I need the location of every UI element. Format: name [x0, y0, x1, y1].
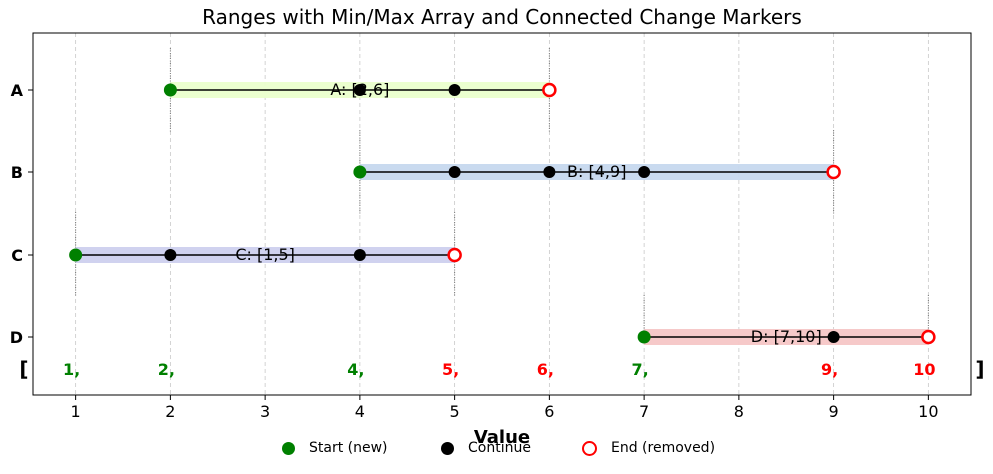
continue-point [638, 166, 651, 178]
array-item: 6, [537, 360, 554, 379]
end-point [447, 247, 462, 263]
continue-point [353, 249, 366, 261]
range-a: A: [2,6] [163, 80, 557, 99]
start-point [69, 248, 83, 262]
continue-point [353, 84, 366, 96]
x-tick-label: 3 [260, 402, 270, 421]
continue-point [448, 84, 461, 96]
end-point [542, 82, 557, 98]
start-point [353, 165, 367, 179]
continue-marker-icon [441, 441, 454, 455]
y-tick-label: B [11, 163, 23, 182]
legend-item-start: Start (new) [282, 440, 388, 456]
range-d: D: [7,10] [637, 327, 936, 346]
array-item: 5, [442, 360, 459, 379]
x-tick-label: 8 [734, 402, 744, 421]
plot-frame [32, 32, 972, 396]
array-item: 1, [63, 360, 80, 379]
legend-label-continue: Continue [468, 440, 531, 456]
range-layer: A: [2,6] B: [4,9] C: [1,5] D: [7,10] [69, 80, 936, 346]
x-tick-label: 9 [829, 402, 839, 421]
min-max-array: [] 1, 2, 4, 5, 6, 7, 9, 10 [19, 357, 984, 381]
legend-item-end: End (removed) [582, 440, 715, 456]
array-item: 2, [158, 360, 175, 379]
end-point [921, 329, 936, 345]
x-axis-label: Value [474, 427, 530, 448]
array-close-bracket: ] [975, 357, 984, 381]
start-marker-icon [282, 441, 295, 455]
y-tick-label: D [10, 328, 23, 347]
start-point [163, 83, 177, 97]
array-open-bracket: [ [19, 357, 28, 381]
end-marker-icon [582, 440, 597, 456]
range-label: C: [1,5] [235, 245, 295, 264]
array-item: 9, [821, 360, 838, 379]
legend: Start (new) Continue End (removed) [0, 440, 993, 464]
legend-label-end: End (removed) [611, 440, 716, 456]
array-item: 7, [632, 360, 649, 379]
x-tick-label: 5 [450, 402, 460, 421]
x-tick-label: 1 [71, 402, 81, 421]
continue-point [448, 166, 461, 178]
y-tick-label: C [11, 246, 23, 265]
range-label: B: [4,9] [567, 162, 626, 181]
range-label: D: [7,10] [751, 327, 822, 346]
continue-point [827, 331, 840, 343]
array-item: 10 [913, 360, 935, 379]
start-point [637, 330, 651, 344]
y-tick-label: A [11, 81, 24, 100]
x-tick-label: 7 [639, 402, 649, 421]
tick-layer: 1 2 3 4 5 6 7 8 9 10 A B C D [10, 81, 939, 421]
x-tick-label: 10 [918, 402, 938, 421]
x-tick-label: 4 [355, 402, 365, 421]
range-b: B: [4,9] [353, 162, 841, 181]
chart-title: Ranges with Min/Max Array and Connected … [202, 5, 802, 29]
x-tick-label: 6 [544, 402, 554, 421]
array-item: 4, [347, 360, 364, 379]
legend-label-start: Start (new) [309, 440, 388, 456]
legend-item-continue: Continue [441, 440, 531, 456]
continue-point [543, 166, 556, 178]
x-tick-label: 2 [165, 402, 175, 421]
end-point [826, 164, 841, 180]
continue-point [164, 249, 177, 261]
range-c: C: [1,5] [69, 245, 462, 264]
